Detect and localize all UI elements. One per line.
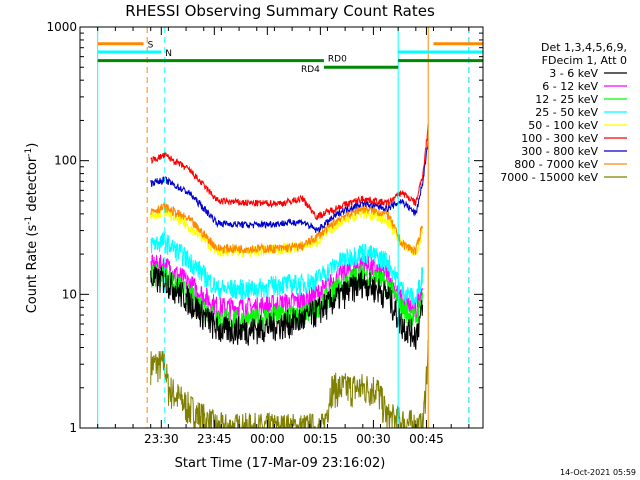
legend-label: 7000 - 15000 keV xyxy=(500,171,598,184)
x-tick-label: 23:45 xyxy=(197,432,232,446)
series-line xyxy=(150,201,424,256)
x-tick-label: 00:15 xyxy=(303,432,338,446)
legend-label: 50 - 100 keV xyxy=(528,119,598,132)
y-tick-label: 10 xyxy=(62,287,77,301)
y-tick-label: 1000 xyxy=(46,20,77,34)
timestamp: 14-Oct-2021 05:59 xyxy=(560,468,636,477)
legend-label: 800 - 7000 keV xyxy=(514,158,598,171)
legend-header-1: Det 1,3,4,5,6,9, xyxy=(541,41,627,54)
x-axis-label: Start Time (17-Mar-09 23:16:02) xyxy=(175,456,386,471)
x-tick-label: 00:30 xyxy=(356,432,391,446)
series-line xyxy=(150,138,429,233)
legend-label: 6 - 12 keV xyxy=(542,80,598,93)
x-axis: 23:30 23:45 00:00 00:15 00:30 00:45 xyxy=(97,27,470,446)
legend-label: 12 - 25 keV xyxy=(535,93,598,106)
state-label-s: S xyxy=(148,41,154,51)
x-tick-label: 23:30 xyxy=(144,432,179,446)
state-label-rd0: RD0 xyxy=(328,55,347,65)
chart-title: RHESSI Observing Summary Count Rates xyxy=(125,2,435,20)
series-line xyxy=(150,230,424,308)
x-tick-label: 00:00 xyxy=(250,432,285,446)
series-line xyxy=(150,124,429,221)
y-axis: 1 10 100 1000 xyxy=(46,20,483,435)
legend-header-2: FDecim 1, Att 0 xyxy=(542,54,627,67)
legend-label: 300 - 800 keV xyxy=(521,145,598,158)
series-line xyxy=(150,339,429,429)
x-tick-label: 00:45 xyxy=(409,432,444,446)
state-label-n: N xyxy=(165,49,172,59)
state-label-rd4: RD4 xyxy=(301,65,320,75)
legend-label: 3 - 6 keV xyxy=(549,67,598,80)
y-tick-label: 100 xyxy=(54,154,77,168)
plot-frame xyxy=(79,26,484,429)
y-tick-label: 1 xyxy=(69,421,77,435)
series-line xyxy=(150,266,424,350)
y-axis-label: Count Rate (s-1 detector-1) xyxy=(24,143,40,314)
legend-label: 100 - 300 keV xyxy=(521,132,598,145)
legend-label: 25 - 50 keV xyxy=(535,106,598,119)
legend: Det 1,3,4,5,6,9, FDecim 1, Att 0 3 - 6 k… xyxy=(500,41,627,184)
plot-area: S N RD0 RD4 xyxy=(97,27,483,429)
